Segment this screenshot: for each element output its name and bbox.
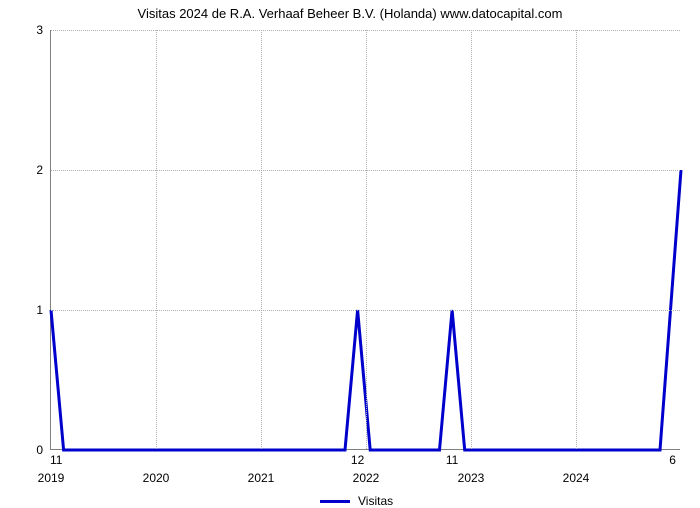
y-axis-tick-label: 3	[36, 23, 51, 37]
y-axis-tick-label: 0	[36, 443, 51, 457]
x-axis-inner-label: 12	[351, 449, 364, 467]
grid-line-horizontal	[51, 310, 680, 311]
x-axis-tick-label: 2024	[563, 449, 590, 485]
legend-label: Visitas	[358, 494, 393, 508]
plot-area: 20192020202120222023202401231112116	[50, 30, 680, 450]
x-axis-tick-label: 2020	[143, 449, 170, 485]
grid-line-vertical	[471, 30, 472, 449]
grid-line-horizontal	[51, 30, 680, 31]
grid-line-vertical	[156, 30, 157, 449]
y-axis-tick-label: 2	[36, 163, 51, 177]
grid-line-horizontal	[51, 170, 680, 171]
chart-container: Visitas 2024 de R.A. Verhaaf Beheer B.V.…	[0, 0, 700, 500]
grid-line-vertical	[261, 30, 262, 449]
x-axis-tick-label: 2023	[458, 449, 485, 485]
grid-line-vertical	[366, 30, 367, 449]
legend: Visitas	[320, 494, 393, 508]
x-axis-inner-label: 11	[50, 449, 62, 467]
chart-title: Visitas 2024 de R.A. Verhaaf Beheer B.V.…	[0, 6, 700, 21]
grid-line-vertical	[576, 30, 577, 449]
x-axis-inner-label: 11	[446, 449, 458, 467]
x-axis-inner-label: 6	[669, 449, 676, 467]
y-axis-tick-label: 1	[36, 303, 51, 317]
x-axis-tick-label: 2021	[248, 449, 275, 485]
